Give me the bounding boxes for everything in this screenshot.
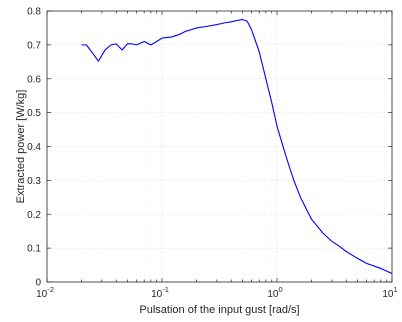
y-tick-label: 0 — [35, 278, 41, 289]
y-tick-label: 0.5 — [27, 108, 41, 119]
y-axis-label: Extracted power [W/kg] — [15, 90, 27, 204]
x-tick-labels: 10-2 10-1 100 101 — [36, 285, 398, 300]
y-tick-label: 0.2 — [27, 210, 41, 221]
series-line — [81, 18, 393, 275]
y-tick-label: 0.1 — [27, 244, 41, 255]
grid-lines — [46, 10, 393, 283]
x-tick-label: 10-1 — [151, 285, 169, 300]
y-tick-labels: 0 0.1 0.2 0.3 0.4 0.5 0.6 0.7 0.8 — [27, 7, 41, 289]
y-tick-label: 0.6 — [27, 74, 41, 85]
x-tick-label: 10-2 — [36, 285, 54, 300]
y-tick-label: 0.8 — [27, 7, 41, 18]
x-axis-label: Pulsation of the input gust [rad/s] — [139, 304, 299, 316]
x-tick-label: 100 — [267, 285, 282, 300]
y-tick-label: 0.3 — [27, 176, 41, 187]
x-tick-label: 101 — [382, 285, 397, 300]
y-tick-label: 0.4 — [27, 142, 41, 153]
plot-frame — [46, 10, 393, 283]
data-series — [81, 18, 393, 275]
y-tick-label: 0.7 — [27, 40, 41, 51]
